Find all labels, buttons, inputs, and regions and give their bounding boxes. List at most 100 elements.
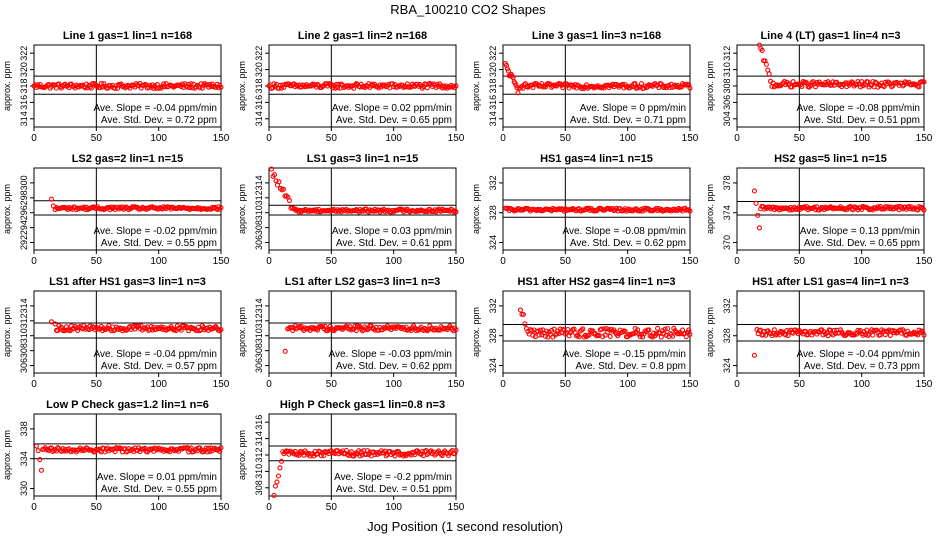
data-point (921, 332, 927, 338)
data-point (282, 348, 288, 354)
y-tick-label: 318 (19, 78, 29, 93)
data-point (753, 200, 759, 206)
y-tick-label: 310 (19, 328, 29, 343)
y-tick-label: 312 (254, 190, 264, 205)
y-tick-label: 322 (19, 46, 29, 61)
x-tick-label: 50 (794, 256, 806, 267)
data-point (801, 204, 807, 210)
data-point (811, 204, 817, 210)
data-point (921, 79, 927, 85)
data-point (218, 84, 224, 90)
y-tick-label: 320 (254, 62, 264, 77)
x-tick-label: 100 (385, 379, 402, 390)
data-point (276, 179, 282, 185)
data-point (217, 328, 223, 334)
data-point (631, 331, 637, 337)
data-point (530, 332, 536, 338)
data-point (424, 451, 430, 457)
y-tick-label: 374 (722, 205, 732, 220)
y-tick-label: 296 (19, 205, 29, 220)
x-tick-label: 100 (619, 256, 636, 267)
x-tick-label: 150 (448, 502, 465, 513)
data-point (512, 80, 518, 86)
data-point (635, 327, 641, 333)
y-tick-label: 316 (19, 95, 29, 110)
data-point (755, 212, 761, 218)
data-point (159, 83, 165, 89)
std-dev-annotation: Ave. Std. Dev. = 0.65 ppm (336, 115, 452, 126)
data-point (157, 446, 163, 452)
data-point (48, 196, 55, 202)
y-axis-label: approx. ppm (237, 430, 247, 480)
data-point (315, 81, 321, 88)
slope-annotation: Ave. Slope = 0.13 ppm/min (800, 226, 920, 237)
data-point (199, 85, 205, 91)
plot-frame (736, 290, 925, 374)
data-point (870, 332, 876, 338)
std-dev-annotation: Ave. Std. Dev. = 0.51 ppm (804, 115, 920, 126)
y-tick-label: 314 (254, 111, 264, 126)
chart-panel-5: LS2 gas=2 lin=1 n=15 0 50 100 150 29229429629… (2, 153, 230, 267)
y-tick-label: 378 (722, 175, 732, 190)
slope-annotation: Ave. Slope = -0.04 ppm/min (797, 349, 921, 360)
x-tick-label: 100 (853, 133, 870, 144)
data-point (58, 448, 64, 454)
plot-frame (33, 413, 222, 497)
data-point (536, 332, 542, 338)
data-point (575, 332, 581, 338)
data-point (142, 325, 148, 331)
slope-annotation: Ave. Slope = -0.04 ppm/min (94, 349, 218, 360)
std-dev-annotation: Ave. Std. Dev. = 0.62 ppm (570, 238, 686, 249)
y-tick-label: 312 (254, 313, 264, 328)
slope-annotation: Ave. Slope = -0.02 ppm/min (94, 226, 218, 237)
y-tick-label: 304 (722, 111, 732, 126)
y-tick-label: 294 (19, 220, 29, 235)
data-point (687, 85, 693, 91)
y-tick-label: 328 (488, 328, 498, 343)
y-tick-label: 332 (488, 298, 498, 313)
data-point (354, 323, 361, 329)
data-point (453, 448, 459, 454)
data-point (640, 208, 646, 214)
y-axis-label: approx. ppm (2, 430, 12, 480)
x-tick-label: 0 (266, 379, 272, 390)
x-tick-label: 150 (213, 256, 230, 267)
x-tick-label: 50 (560, 256, 572, 267)
data-point (389, 81, 395, 87)
data-point (651, 330, 657, 336)
figure-xlabel: Jog Position (1 second resolution) (367, 519, 563, 534)
data-point (273, 178, 279, 184)
figure-title: RBA_100210 CO2 Shapes (390, 2, 546, 17)
panel-title: HS2 gas=5 lin=1 n=15 (774, 153, 887, 165)
data-point (751, 188, 758, 194)
y-tick-label: 312 (254, 447, 264, 462)
x-tick-label: 150 (213, 502, 230, 513)
chart-panel-12: HS1 after LS1 gas=4 lin=1 n=3 0 50 100 150 32… (705, 276, 933, 390)
data-point (412, 325, 418, 331)
std-dev-annotation: Ave. Std. Dev. = 0.55 ppm (101, 238, 217, 249)
data-point (799, 83, 805, 90)
plot-frame (736, 167, 925, 251)
data-point (864, 327, 870, 333)
panel-title: Line 4 (LT) gas=1 lin=4 n=3 (760, 30, 900, 42)
data-point (353, 328, 359, 334)
data-point (37, 457, 43, 463)
data-point (453, 209, 459, 215)
data-point (515, 90, 521, 96)
data-point (665, 326, 671, 332)
data-point (107, 207, 113, 213)
data-point (905, 328, 911, 334)
data-point (205, 84, 212, 90)
x-tick-label: 0 (31, 502, 37, 513)
y-tick-label: 310 (254, 205, 264, 220)
data-point (60, 446, 66, 452)
slope-annotation: Ave. Slope = 0.01 ppm/min (97, 472, 217, 483)
data-point (751, 352, 758, 358)
y-tick-label: 314 (488, 111, 498, 126)
data-point (638, 81, 644, 87)
panel-title: Line 3 gas=1 lin=3 n=168 (532, 30, 661, 42)
data-point (551, 326, 557, 332)
data-point (766, 71, 772, 77)
